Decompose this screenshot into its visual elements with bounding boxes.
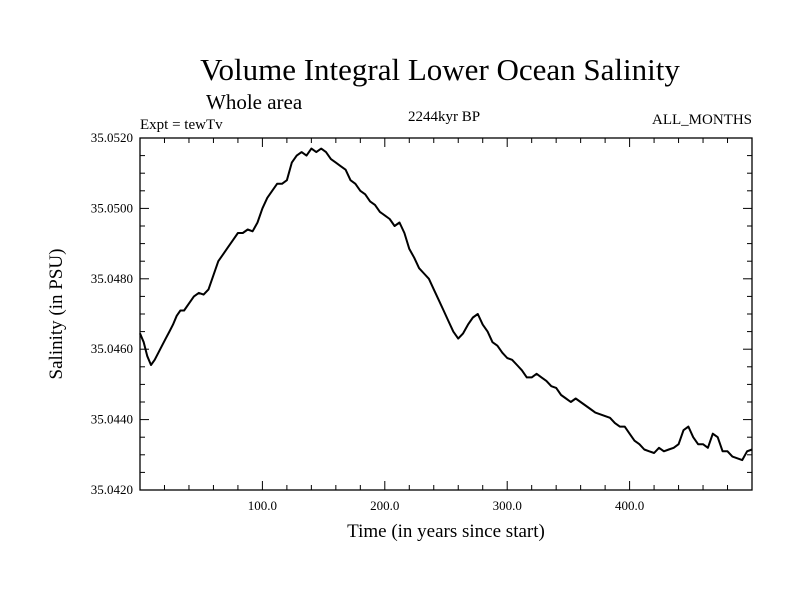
x-tick-label: 200.0	[370, 498, 399, 513]
y-axis-label: Salinity (in PSU)	[46, 249, 67, 380]
y-tick-label: 35.0460	[91, 341, 133, 356]
period-label: 2244kyr BP	[408, 109, 480, 125]
x-axis-ticks: 100.0 200.0 300.0 400.0	[163, 138, 729, 513]
chart-title: Volume Integral Lower Ocean Salinity	[200, 52, 680, 87]
plot-frame	[139, 137, 753, 491]
chart-subtitle: Whole area	[206, 90, 303, 114]
y-axis-ticks: 35.0420 35.0440 35.0460 35.0480 35.0500 35.05…	[91, 130, 752, 497]
y-tick-label: 35.0520	[91, 130, 133, 145]
y-tick-label: 35.0480	[91, 271, 133, 286]
y-tick-label: 35.0500	[91, 200, 133, 215]
x-tick-label: 300.0	[493, 498, 522, 513]
y-tick-label: 35.0440	[91, 412, 133, 427]
x-tick-label: 100.0	[248, 498, 277, 513]
months-label: ALL_MONTHS	[652, 112, 752, 128]
experiment-label: Expt = tewTv	[140, 117, 223, 133]
x-tick-label: 400.0	[615, 498, 644, 513]
y-tick-label: 35.0420	[91, 482, 133, 497]
salinity-series-line	[139, 147, 753, 462]
x-axis-label: Time (in years since start)	[347, 521, 545, 542]
